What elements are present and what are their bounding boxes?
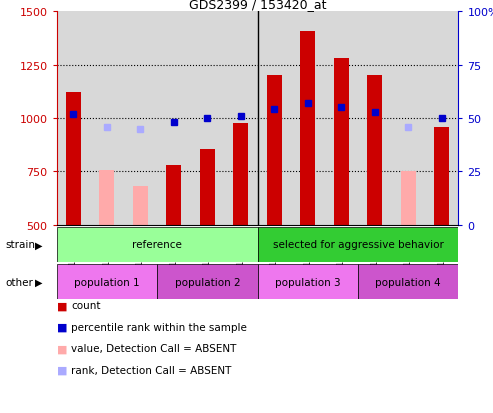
Text: ■: ■ [57,344,67,354]
Bar [257,264,358,299]
Text: ■: ■ [57,322,67,332]
Bar [57,227,257,262]
Bar [100,171,114,225]
Text: population 2: population 2 [175,277,240,287]
Bar [257,227,458,262]
Bar [334,59,349,225]
Text: percentile rank within the sample: percentile rank within the sample [71,322,247,332]
Bar [358,264,458,299]
Text: reference: reference [132,240,182,250]
Bar [425,12,458,225]
Bar [200,150,215,225]
Bar [434,127,449,225]
Title: GDS2399 / 153420_at: GDS2399 / 153420_at [189,0,326,11]
Text: value, Detection Call = ABSENT: value, Detection Call = ABSENT [71,344,237,354]
Text: ▶: ▶ [35,240,42,250]
Bar [401,172,416,225]
Text: ▶: ▶ [35,277,42,287]
Bar [324,12,358,225]
Bar [133,187,148,225]
Bar [57,12,90,225]
Text: strain: strain [5,240,35,250]
Bar [57,264,157,299]
Text: other: other [5,277,33,287]
Bar [124,12,157,225]
Text: rank, Detection Call = ABSENT: rank, Detection Call = ABSENT [71,365,232,375]
Text: selected for aggressive behavior: selected for aggressive behavior [273,240,444,250]
Bar [300,31,316,225]
Text: ■: ■ [57,301,67,311]
Bar [358,12,391,225]
Bar [157,264,257,299]
Text: ■: ■ [57,365,67,375]
Text: population 4: population 4 [376,277,441,287]
Text: population 1: population 1 [74,277,140,287]
Bar [233,124,248,225]
Bar [257,12,291,225]
Bar [291,12,324,225]
Bar [66,93,81,225]
Bar [267,76,282,225]
Bar [157,12,191,225]
Text: count: count [71,301,101,311]
Bar [391,12,425,225]
Bar [166,166,181,225]
Bar [191,12,224,225]
Bar [90,12,124,225]
Bar [367,76,382,225]
Bar [224,12,257,225]
Text: population 3: population 3 [275,277,341,287]
